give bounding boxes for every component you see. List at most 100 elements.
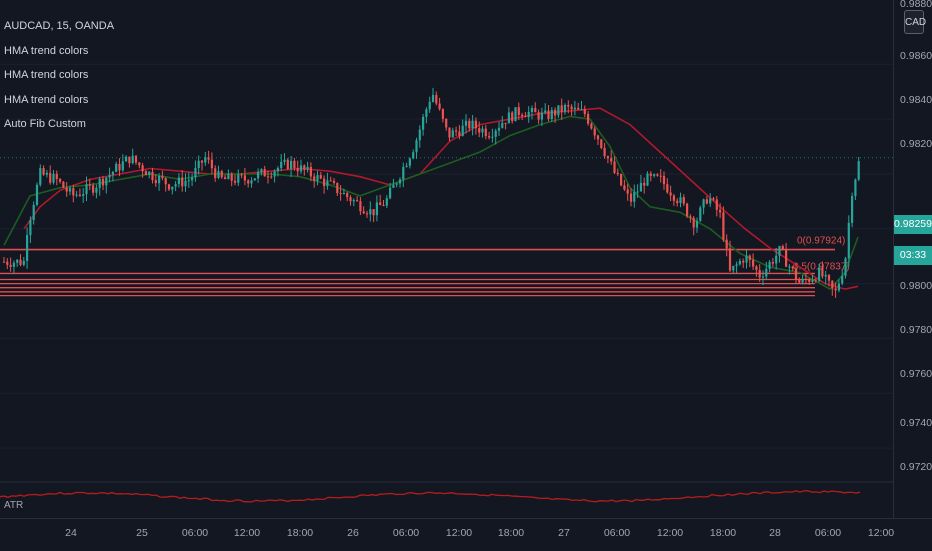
candle: [210, 159, 213, 169]
candle: [620, 174, 623, 186]
candle: [158, 175, 161, 184]
candle: [12, 262, 15, 267]
candle: [544, 110, 547, 113]
candle: [692, 217, 695, 228]
candle: [659, 175, 662, 177]
candle: [78, 194, 81, 196]
atr-line: [0, 490, 861, 503]
candle: [29, 219, 32, 236]
time-tick: 18:00: [286, 527, 314, 539]
study-hma-1[interactable]: HMA trend colors: [4, 44, 89, 57]
candle: [778, 245, 781, 256]
candle: [788, 266, 791, 268]
candle: [220, 171, 223, 178]
candle: [600, 139, 603, 148]
candle: [804, 278, 807, 280]
candle: [834, 288, 837, 291]
candle: [603, 147, 606, 157]
candle: [735, 264, 738, 266]
candle: [662, 175, 666, 185]
time-tick: 06:00: [181, 527, 209, 539]
candle: [207, 157, 210, 160]
candle: [62, 181, 65, 188]
candle: [484, 128, 487, 137]
candle: [240, 174, 243, 176]
bar-countdown: 03:33: [894, 246, 932, 265]
candle: [286, 159, 289, 169]
candle: [121, 161, 124, 171]
candles: [0, 87, 893, 298]
candle: [88, 184, 91, 186]
candle: [653, 174, 656, 176]
candle: [785, 249, 788, 267]
candle: [606, 156, 609, 159]
candle: [280, 161, 283, 169]
candle: [715, 199, 718, 210]
atr-label[interactable]: ATR: [4, 500, 24, 511]
candle: [573, 107, 576, 110]
currency-button[interactable]: CAD: [904, 10, 926, 34]
time-tick: 12:00: [445, 527, 473, 539]
candle: [732, 265, 735, 271]
candle: [705, 199, 708, 204]
symbol-title[interactable]: AUDCAD, 15, OANDA: [4, 20, 115, 32]
candle: [144, 171, 147, 176]
candle: [583, 109, 586, 114]
study-auto-fib[interactable]: Auto Fib Custom: [4, 118, 86, 130]
candle: [425, 109, 428, 117]
candle: [395, 183, 398, 185]
chart-legend: AUDCAD, 15, OANDA HMA trend colors HMA t…: [4, 14, 114, 137]
candle: [761, 276, 765, 278]
candle: [227, 173, 230, 180]
candle: [359, 201, 362, 212]
candle: [481, 128, 484, 133]
candle: [464, 120, 468, 126]
candle: [39, 168, 42, 185]
time-tick: 12:00: [867, 527, 895, 539]
candle: [362, 211, 365, 214]
candle: [590, 123, 593, 129]
candle: [290, 160, 293, 169]
candle: [382, 205, 385, 207]
candle: [356, 200, 359, 202]
candle: [837, 283, 840, 291]
candle: [461, 125, 464, 136]
candle: [689, 216, 692, 218]
candle: [755, 266, 758, 270]
candle: [771, 262, 774, 264]
candle: [629, 193, 633, 202]
candle: [398, 179, 402, 184]
candle: [821, 267, 824, 277]
candle: [276, 168, 279, 172]
time-tick: 26: [347, 527, 359, 539]
candle: [306, 166, 309, 170]
candle: [75, 194, 78, 196]
candle: [32, 204, 35, 220]
candle: [125, 156, 128, 162]
candle: [233, 180, 237, 183]
candle: [560, 105, 563, 112]
candle: [283, 159, 286, 162]
candle: [547, 110, 550, 119]
study-hma-2[interactable]: HMA trend colors: [4, 69, 89, 81]
candle: [794, 268, 798, 280]
candle: [722, 212, 725, 240]
candle: [679, 197, 682, 203]
candle: [441, 109, 444, 119]
candle: [702, 199, 705, 208]
candle: [45, 172, 48, 175]
candle: [745, 255, 748, 263]
candle: [636, 191, 639, 193]
candle: [2, 261, 6, 263]
candle: [194, 167, 197, 178]
time-axis[interactable]: 24 25 06:00 12:00 18:00 26 06:00 12:00 1…: [0, 518, 932, 551]
study-hma-3[interactable]: HMA trend colors: [4, 93, 89, 106]
candle: [415, 140, 418, 153]
candle: [101, 178, 105, 186]
candle: [801, 278, 804, 283]
